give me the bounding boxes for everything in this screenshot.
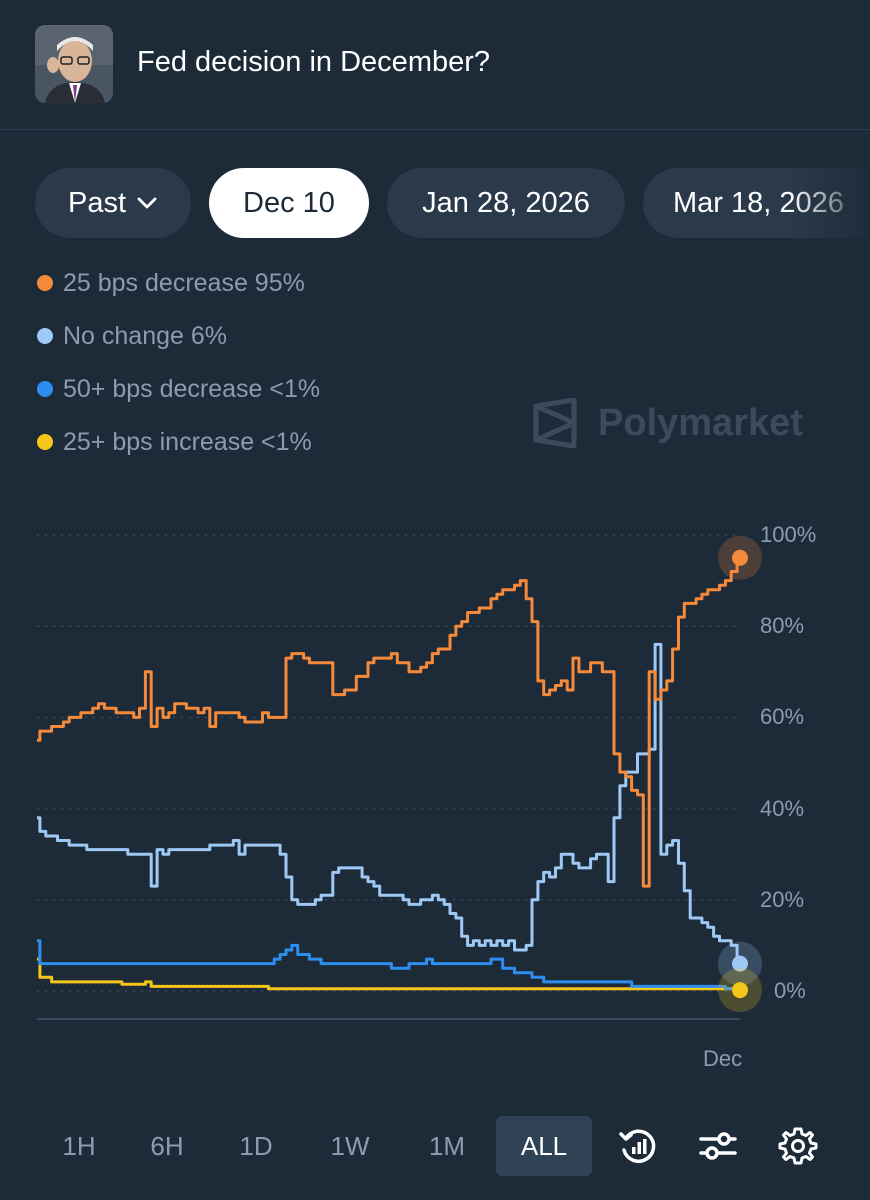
watermark-text: Polymarket: [598, 401, 803, 444]
past-dates-label: Past: [67, 186, 127, 219]
chart-endpoints: [718, 535, 762, 1013]
tab-dec-10[interactable]: Dec 10: [209, 168, 369, 238]
series-line: [37, 957, 740, 992]
series-line: [37, 939, 740, 991]
gear-icon[interactable]: [776, 1124, 820, 1168]
polymarket-watermark: Polymarket: [532, 398, 803, 448]
market-header: Fed decision in December?: [0, 0, 870, 130]
legend-label: No change 6%: [63, 321, 228, 350]
legend-dot: [37, 328, 53, 344]
series-endpoint: [732, 549, 748, 566]
legend-item-25-bps-increase: 25+ bps increase <1%: [37, 427, 312, 457]
range-button-1m[interactable]: 1M: [428, 1130, 466, 1161]
series-endpoint: [732, 982, 748, 999]
legend-label: 25+ bps increase <1%: [63, 427, 312, 456]
legend-item-25-bps-decrease: 25 bps decrease 95%: [37, 268, 305, 298]
person-portrait-icon: [35, 25, 113, 103]
chevron-down-icon: [136, 196, 158, 210]
sliders-icon[interactable]: [696, 1124, 740, 1168]
legend-label: 50+ bps decrease <1%: [63, 374, 321, 403]
range-button-6h[interactable]: 6H: [150, 1130, 184, 1161]
price-history-chart[interactable]: [0, 0, 870, 1100]
market-avatar: [35, 25, 113, 103]
range-button-1w[interactable]: 1W: [330, 1130, 370, 1161]
y-tick-label: 80%: [760, 613, 805, 639]
y-tick-label: 100%: [760, 522, 817, 547]
range-button-1h[interactable]: 1H: [62, 1130, 96, 1161]
polymarket-logo-icon: [533, 398, 577, 448]
y-tick-label: 0%: [774, 978, 806, 1003]
legend-dot: [37, 381, 53, 397]
legend-dot: [37, 275, 53, 291]
legend-item-no-change: No change 6%: [37, 321, 227, 351]
range-button-1d[interactable]: 1D: [239, 1130, 273, 1161]
legend-dot: [37, 434, 53, 450]
y-tick-label: 40%: [760, 795, 805, 821]
legend-label: 25 bps decrease 95%: [63, 268, 305, 297]
tab-jan-28-2026[interactable]: Jan 28, 2026: [387, 168, 625, 238]
y-tick-label: 60%: [760, 704, 805, 730]
series-endpoint: [732, 955, 748, 972]
chart-series-lines: [37, 556, 740, 992]
chart-grid: [37, 534, 740, 1020]
legend-item-50-bps-decrease: 50+ bps decrease <1%: [37, 374, 320, 404]
tab-dec-10-label: Dec 10: [243, 186, 335, 219]
history-chart-icon[interactable]: [616, 1124, 660, 1168]
x-tick-label: Dec: [703, 1046, 743, 1071]
tab-jan-28-2026-label: Jan 28, 2026: [422, 186, 590, 219]
past-dates-dropdown[interactable]: Past: [35, 168, 191, 238]
series-line: [37, 642, 740, 966]
y-tick-label: 20%: [760, 886, 805, 912]
series-line: [37, 556, 740, 888]
market-title: Fed decision in December?: [137, 46, 491, 78]
range-button-all[interactable]: ALL: [496, 1116, 592, 1176]
